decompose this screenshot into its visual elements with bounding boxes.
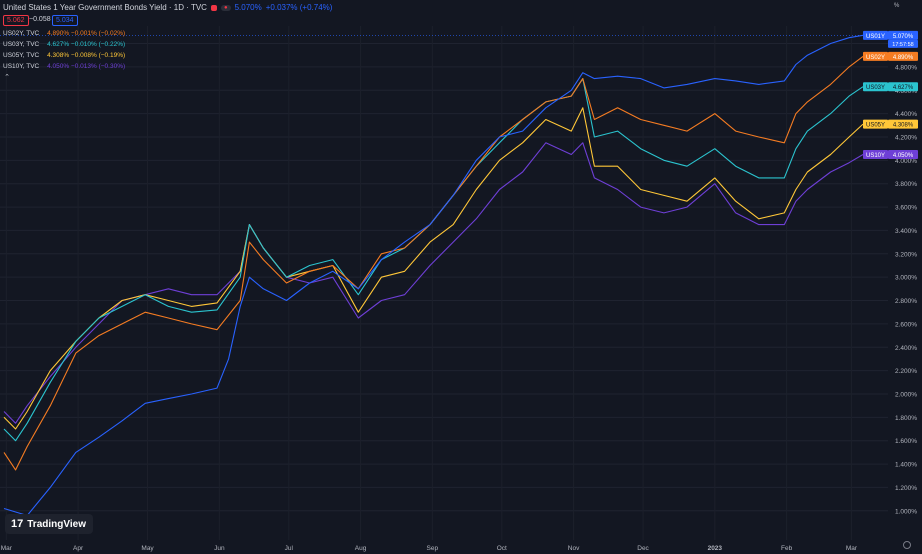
y-tick-label: 2.800%: [895, 298, 917, 305]
countdown-label: 17:57:58: [892, 42, 913, 48]
y-tick-label: 2.400%: [895, 345, 917, 352]
y-axis[interactable]: 1.000% 1.200% 1.400% 1.600% 1.800% 2.000% 2.20…: [895, 41, 917, 515]
legend-item[interactable]: US02Y, TVC 4.890% −0.001% (−0.02%): [3, 28, 125, 39]
series-tag-label: US03Y: [866, 85, 885, 91]
tradingview-logo[interactable]: 17 TradingView: [5, 514, 93, 534]
last-value-label: 4.050%: [893, 153, 914, 159]
x-tick-label: Dec: [637, 545, 649, 552]
legend-change: −0.008% (−0.19%): [70, 52, 126, 59]
y-tick-label: 1.000%: [895, 508, 917, 515]
tradingview-wordmark: TradingView: [27, 518, 86, 530]
series-tag-label: US05Y: [866, 123, 885, 129]
series-tag-us01y: [863, 30, 888, 40]
last-value-label: 4.890%: [893, 55, 914, 61]
x-tick-label: 2023: [708, 545, 723, 552]
countdown-badge: [888, 39, 918, 48]
series-tag-label: US10Y: [866, 153, 885, 159]
legend-value: 4.627%: [47, 41, 70, 48]
y-tick-label: 4.200%: [895, 134, 917, 141]
series-tag-label: US01Y: [866, 34, 885, 40]
series-lines: [3, 34, 864, 517]
y-tick-label: 2.600%: [895, 321, 917, 328]
y-tick-label: 4.000%: [895, 158, 917, 165]
last-value-badge: [888, 82, 918, 92]
market-status-icon[interactable]: [210, 4, 217, 11]
legend-value: 4.050%: [47, 63, 70, 70]
y-tick-label: 4.400%: [895, 111, 917, 118]
bid-price[interactable]: 5.062: [3, 15, 29, 26]
y-tick-label: 3.600%: [895, 205, 917, 212]
y-axis-unit: %: [894, 3, 900, 9]
series-tag-us10y: [863, 150, 888, 159]
last-price: 5.070%: [234, 3, 262, 12]
y-tick-label: 4.800%: [895, 64, 917, 71]
series-line-us05y: [3, 107, 864, 430]
x-tick-label: Nov: [568, 545, 580, 552]
y-tick-label: 3.800%: [895, 181, 917, 188]
legend-item[interactable]: US05Y, TVC 4.308% −0.008% (−0.19%): [3, 50, 125, 61]
y-tick-label: 1.200%: [895, 485, 917, 492]
tradingview-logo-icon: 17: [11, 518, 24, 530]
legend-symbol: US03Y, TVC: [3, 41, 40, 48]
legend-change: −0.013% (−0.30%): [70, 63, 126, 70]
last-value-badge: [888, 30, 918, 40]
legend-value: 4.890%: [47, 30, 70, 37]
legend-item[interactable]: US10Y, TVC 4.050% −0.013% (−0.30%): [3, 61, 125, 72]
legend-item[interactable]: US03Y, TVC 4.627% −0.010% (−0.22%): [3, 39, 125, 50]
ask-price[interactable]: 5.034: [52, 15, 78, 26]
x-tick-label: Oct: [497, 545, 507, 552]
legend-symbol: US10Y, TVC: [3, 63, 40, 70]
y-tick-label: 1.600%: [895, 438, 917, 445]
series-line-us01y: [3, 34, 864, 517]
gridlines-vertical: [0, 26, 888, 540]
last-value-badge: [888, 150, 918, 159]
last-value-label: 5.070%: [893, 34, 914, 40]
indicator-icon[interactable]: ●: [220, 4, 231, 11]
series-tag-us02y: [863, 51, 888, 61]
last-value-label: 4.308%: [893, 123, 914, 129]
x-tick-label: Jul: [285, 545, 294, 552]
y-tick-label: 1.800%: [895, 415, 917, 422]
legend-symbol: US02Y, TVC: [3, 30, 40, 37]
chart-header: United States 1 Year Government Bonds Yi…: [3, 3, 332, 12]
x-tick-label: Sep: [427, 545, 439, 552]
gridlines-horizontal: [0, 43, 888, 512]
price-change: +0.037% (+0.74%): [265, 3, 333, 12]
y-tick-label: 4.600%: [895, 88, 917, 95]
x-tick-label: Aug: [355, 545, 367, 552]
y-tick-label: 3.200%: [895, 251, 917, 258]
x-tick-label: May: [141, 545, 154, 552]
collapse-legend-icon[interactable]: ⌃: [4, 74, 10, 81]
y-tick-label: 3.000%: [895, 275, 917, 282]
x-axis[interactable]: Mar Apr May Jun Jul Aug Sep Oct Nov Dec 2023 Feb Mar: [1, 545, 858, 552]
legend-value: 4.308%: [47, 52, 70, 59]
x-tick-label: Mar: [846, 545, 858, 552]
clock-icon[interactable]: [903, 541, 911, 549]
legend-change: −0.010% (−0.22%): [70, 41, 126, 48]
y-tick-label: 1.400%: [895, 462, 917, 469]
series-tag-us03y: [863, 82, 888, 92]
x-tick-label: Apr: [73, 545, 84, 552]
legend-symbol: US05Y, TVC: [3, 52, 40, 59]
x-tick-label: Jun: [214, 545, 225, 552]
last-value-label: 4.627%: [893, 85, 914, 91]
last-value-labels: US01Y 5.070% 17:57:58 US02Y 4.890% US03Y 4.627…: [863, 30, 918, 159]
legend-change: −0.001% (−0.02%): [70, 30, 126, 37]
chart-title: United States 1 Year Government Bonds Yi…: [3, 3, 207, 12]
y-tick-label: 3.400%: [895, 228, 917, 235]
spread-value: −0.058: [29, 16, 51, 23]
x-tick-label: Mar: [1, 545, 13, 552]
series-tag-label: US02Y: [866, 55, 885, 61]
y-tick-label: 2.200%: [895, 368, 917, 375]
last-value-badge: [888, 51, 918, 61]
comparison-legend: US02Y, TVC 4.890% −0.001% (−0.02%) US03Y…: [3, 28, 125, 72]
y-tick-label: 2.000%: [895, 391, 917, 398]
x-tick-label: Feb: [781, 545, 793, 552]
series-tag-us05y: [863, 119, 888, 129]
last-value-badge: [888, 119, 918, 129]
